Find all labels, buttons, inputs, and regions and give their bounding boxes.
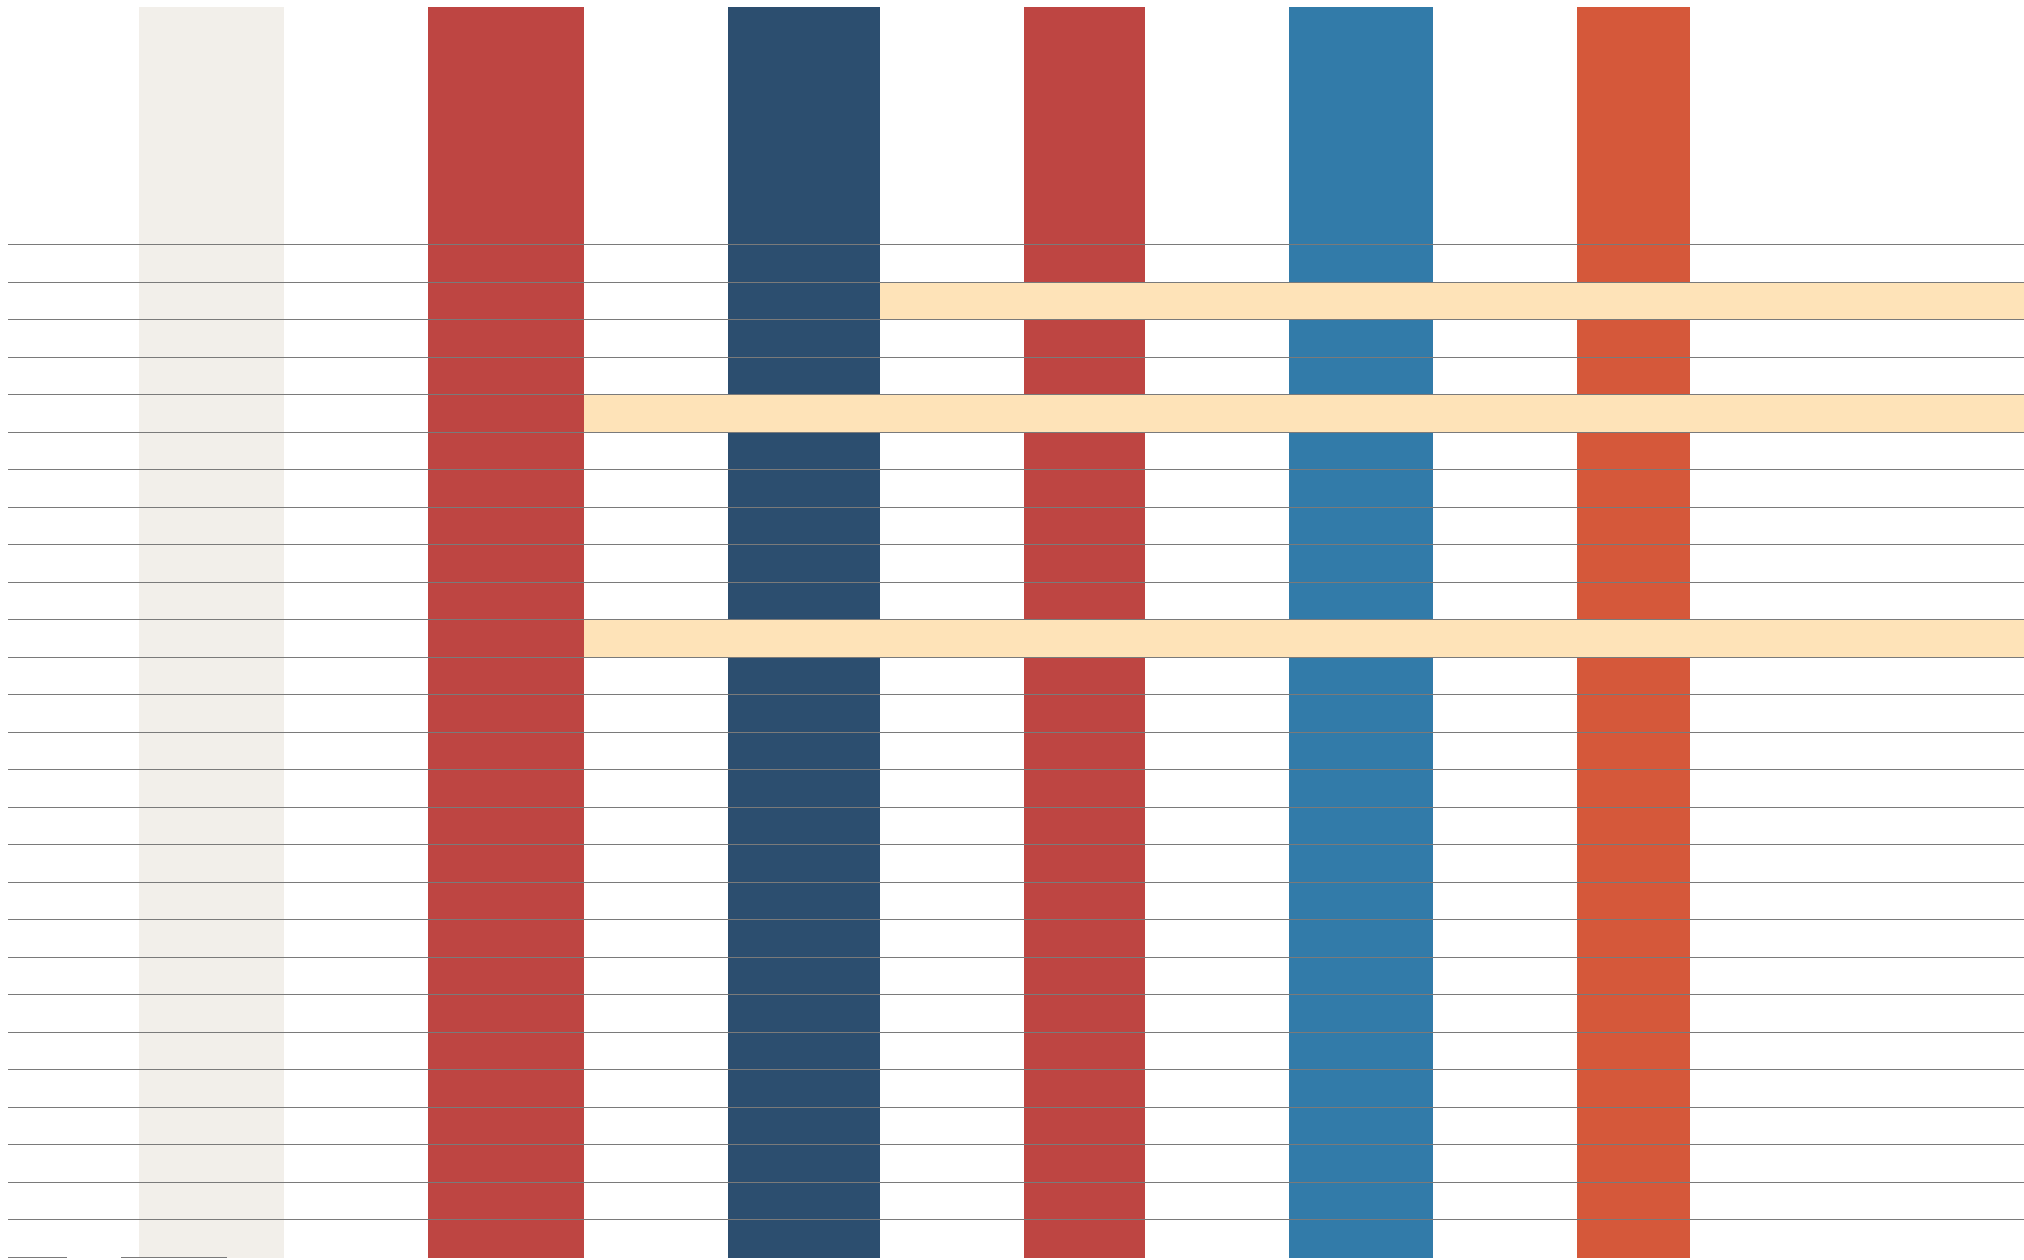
grid-rule-13 <box>8 694 2024 695</box>
column-2-red <box>428 7 584 1258</box>
grid-rule-10 <box>8 582 2024 583</box>
grid-rule-11 <box>8 619 2024 620</box>
bottom-short-rule-2 <box>121 1257 227 1258</box>
grid-rule-8 <box>8 507 2024 508</box>
grid-rule-12 <box>8 657 2024 658</box>
grid-rule-6 <box>8 432 2024 433</box>
grid-rule-20 <box>8 957 2024 958</box>
grid-rule-23 <box>8 1069 2024 1070</box>
highlight-band-1 <box>880 282 2024 319</box>
grid-rule-2 <box>8 282 2024 283</box>
grid-rule-16 <box>8 807 2024 808</box>
grid-rule-24 <box>8 1107 2024 1108</box>
grid-rule-4 <box>8 357 2024 358</box>
grid-rule-14 <box>8 732 2024 733</box>
grid-rule-15 <box>8 769 2024 770</box>
grid-rule-25 <box>8 1144 2024 1145</box>
grid-rule-26 <box>8 1182 2024 1183</box>
grid-rule-27 <box>8 1219 2024 1220</box>
grid-rule-18 <box>8 882 2024 883</box>
grid-rule-7 <box>8 469 2024 470</box>
grid-rule-5 <box>8 394 2024 395</box>
grid-rule-1 <box>8 244 2024 245</box>
grid-rule-19 <box>8 919 2024 920</box>
column-1-beige <box>139 7 284 1258</box>
grid-rule-3 <box>8 319 2024 320</box>
grid-rule-22 <box>8 1032 2024 1033</box>
highlight-band-3 <box>584 620 2024 657</box>
highlight-band-2 <box>584 395 2024 432</box>
grid-rule-9 <box>8 544 2024 545</box>
grid-rule-17 <box>8 844 2024 845</box>
bottom-short-rule-1 <box>8 1257 67 1258</box>
grid-rule-21 <box>8 994 2024 995</box>
